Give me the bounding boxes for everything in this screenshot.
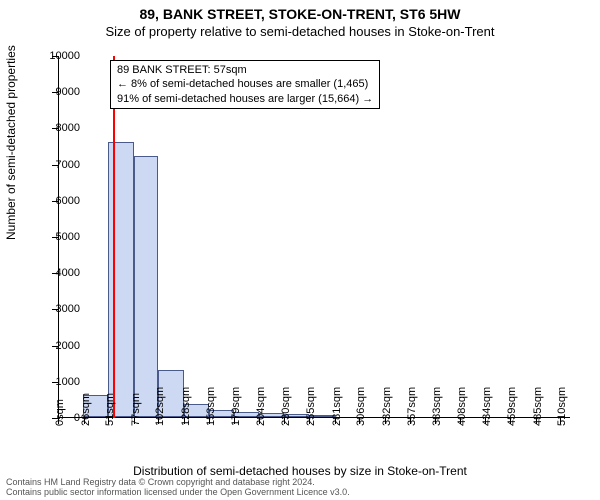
chart-title: 89, BANK STREET, STOKE-ON-TRENT, ST6 5HW xyxy=(0,0,600,22)
y-tick-label: 1000 xyxy=(40,376,80,388)
x-tick-label: 0sqm xyxy=(54,418,66,426)
histogram-bar xyxy=(108,142,134,417)
y-tick-label: 5000 xyxy=(40,231,80,243)
histogram-bar xyxy=(134,156,159,417)
plot-area xyxy=(58,56,570,418)
x-tick-label: 434sqm xyxy=(481,418,493,426)
x-tick-label: 408sqm xyxy=(456,418,468,426)
annotation-box: 89 BANK STREET: 57sqm ← 8% of semi-detac… xyxy=(110,60,380,109)
y-tick-label: 6000 xyxy=(40,195,80,207)
x-tick-label: 255sqm xyxy=(305,418,317,426)
x-tick-label: 332sqm xyxy=(381,418,393,426)
footer-line-2: Contains public sector information licen… xyxy=(6,488,350,498)
highlight-line xyxy=(113,56,115,418)
x-tick-label: 102sqm xyxy=(154,418,166,426)
x-tick-label: 306sqm xyxy=(355,418,367,426)
y-tick-label: 2000 xyxy=(40,340,80,352)
x-tick-label: 128sqm xyxy=(180,418,192,426)
x-tick-label: 383sqm xyxy=(431,418,443,426)
x-tick-label: 510sqm xyxy=(556,418,568,426)
annotation-line-3: 91% of semi-detached houses are larger (… xyxy=(117,92,373,106)
x-tick-label: 51sqm xyxy=(104,418,116,426)
x-tick-label: 485sqm xyxy=(532,418,544,426)
y-tick-label: 4000 xyxy=(40,267,80,279)
x-tick-label: 179sqm xyxy=(230,418,242,426)
x-tick-label: 230sqm xyxy=(280,418,292,426)
x-tick-label: 77sqm xyxy=(130,418,142,426)
y-tick-label: 7000 xyxy=(40,159,80,171)
y-axis-label: Number of semi-detached properties xyxy=(4,45,18,240)
footer-attribution: Contains HM Land Registry data © Crown c… xyxy=(6,478,350,498)
y-tick-label: 10000 xyxy=(40,50,80,62)
x-tick-label: 153sqm xyxy=(205,418,217,426)
annotation-line-1: 89 BANK STREET: 57sqm xyxy=(117,63,373,77)
chart-container: 89, BANK STREET, STOKE-ON-TRENT, ST6 5HW… xyxy=(0,0,600,500)
annotation-line-2: ← 8% of semi-detached houses are smaller… xyxy=(117,77,373,91)
x-tick-label: 459sqm xyxy=(506,418,518,426)
x-tick-label: 281sqm xyxy=(331,418,343,426)
x-tick-label: 204sqm xyxy=(255,418,267,426)
y-tick-label: 8000 xyxy=(40,122,80,134)
x-tick-label: 26sqm xyxy=(80,418,92,426)
x-axis-label: Distribution of semi-detached houses by … xyxy=(0,464,600,478)
y-tick-label: 3000 xyxy=(40,303,80,315)
x-tick-label: 357sqm xyxy=(406,418,418,426)
chart-subtitle: Size of property relative to semi-detach… xyxy=(0,22,600,39)
y-tick-label: 9000 xyxy=(40,86,80,98)
